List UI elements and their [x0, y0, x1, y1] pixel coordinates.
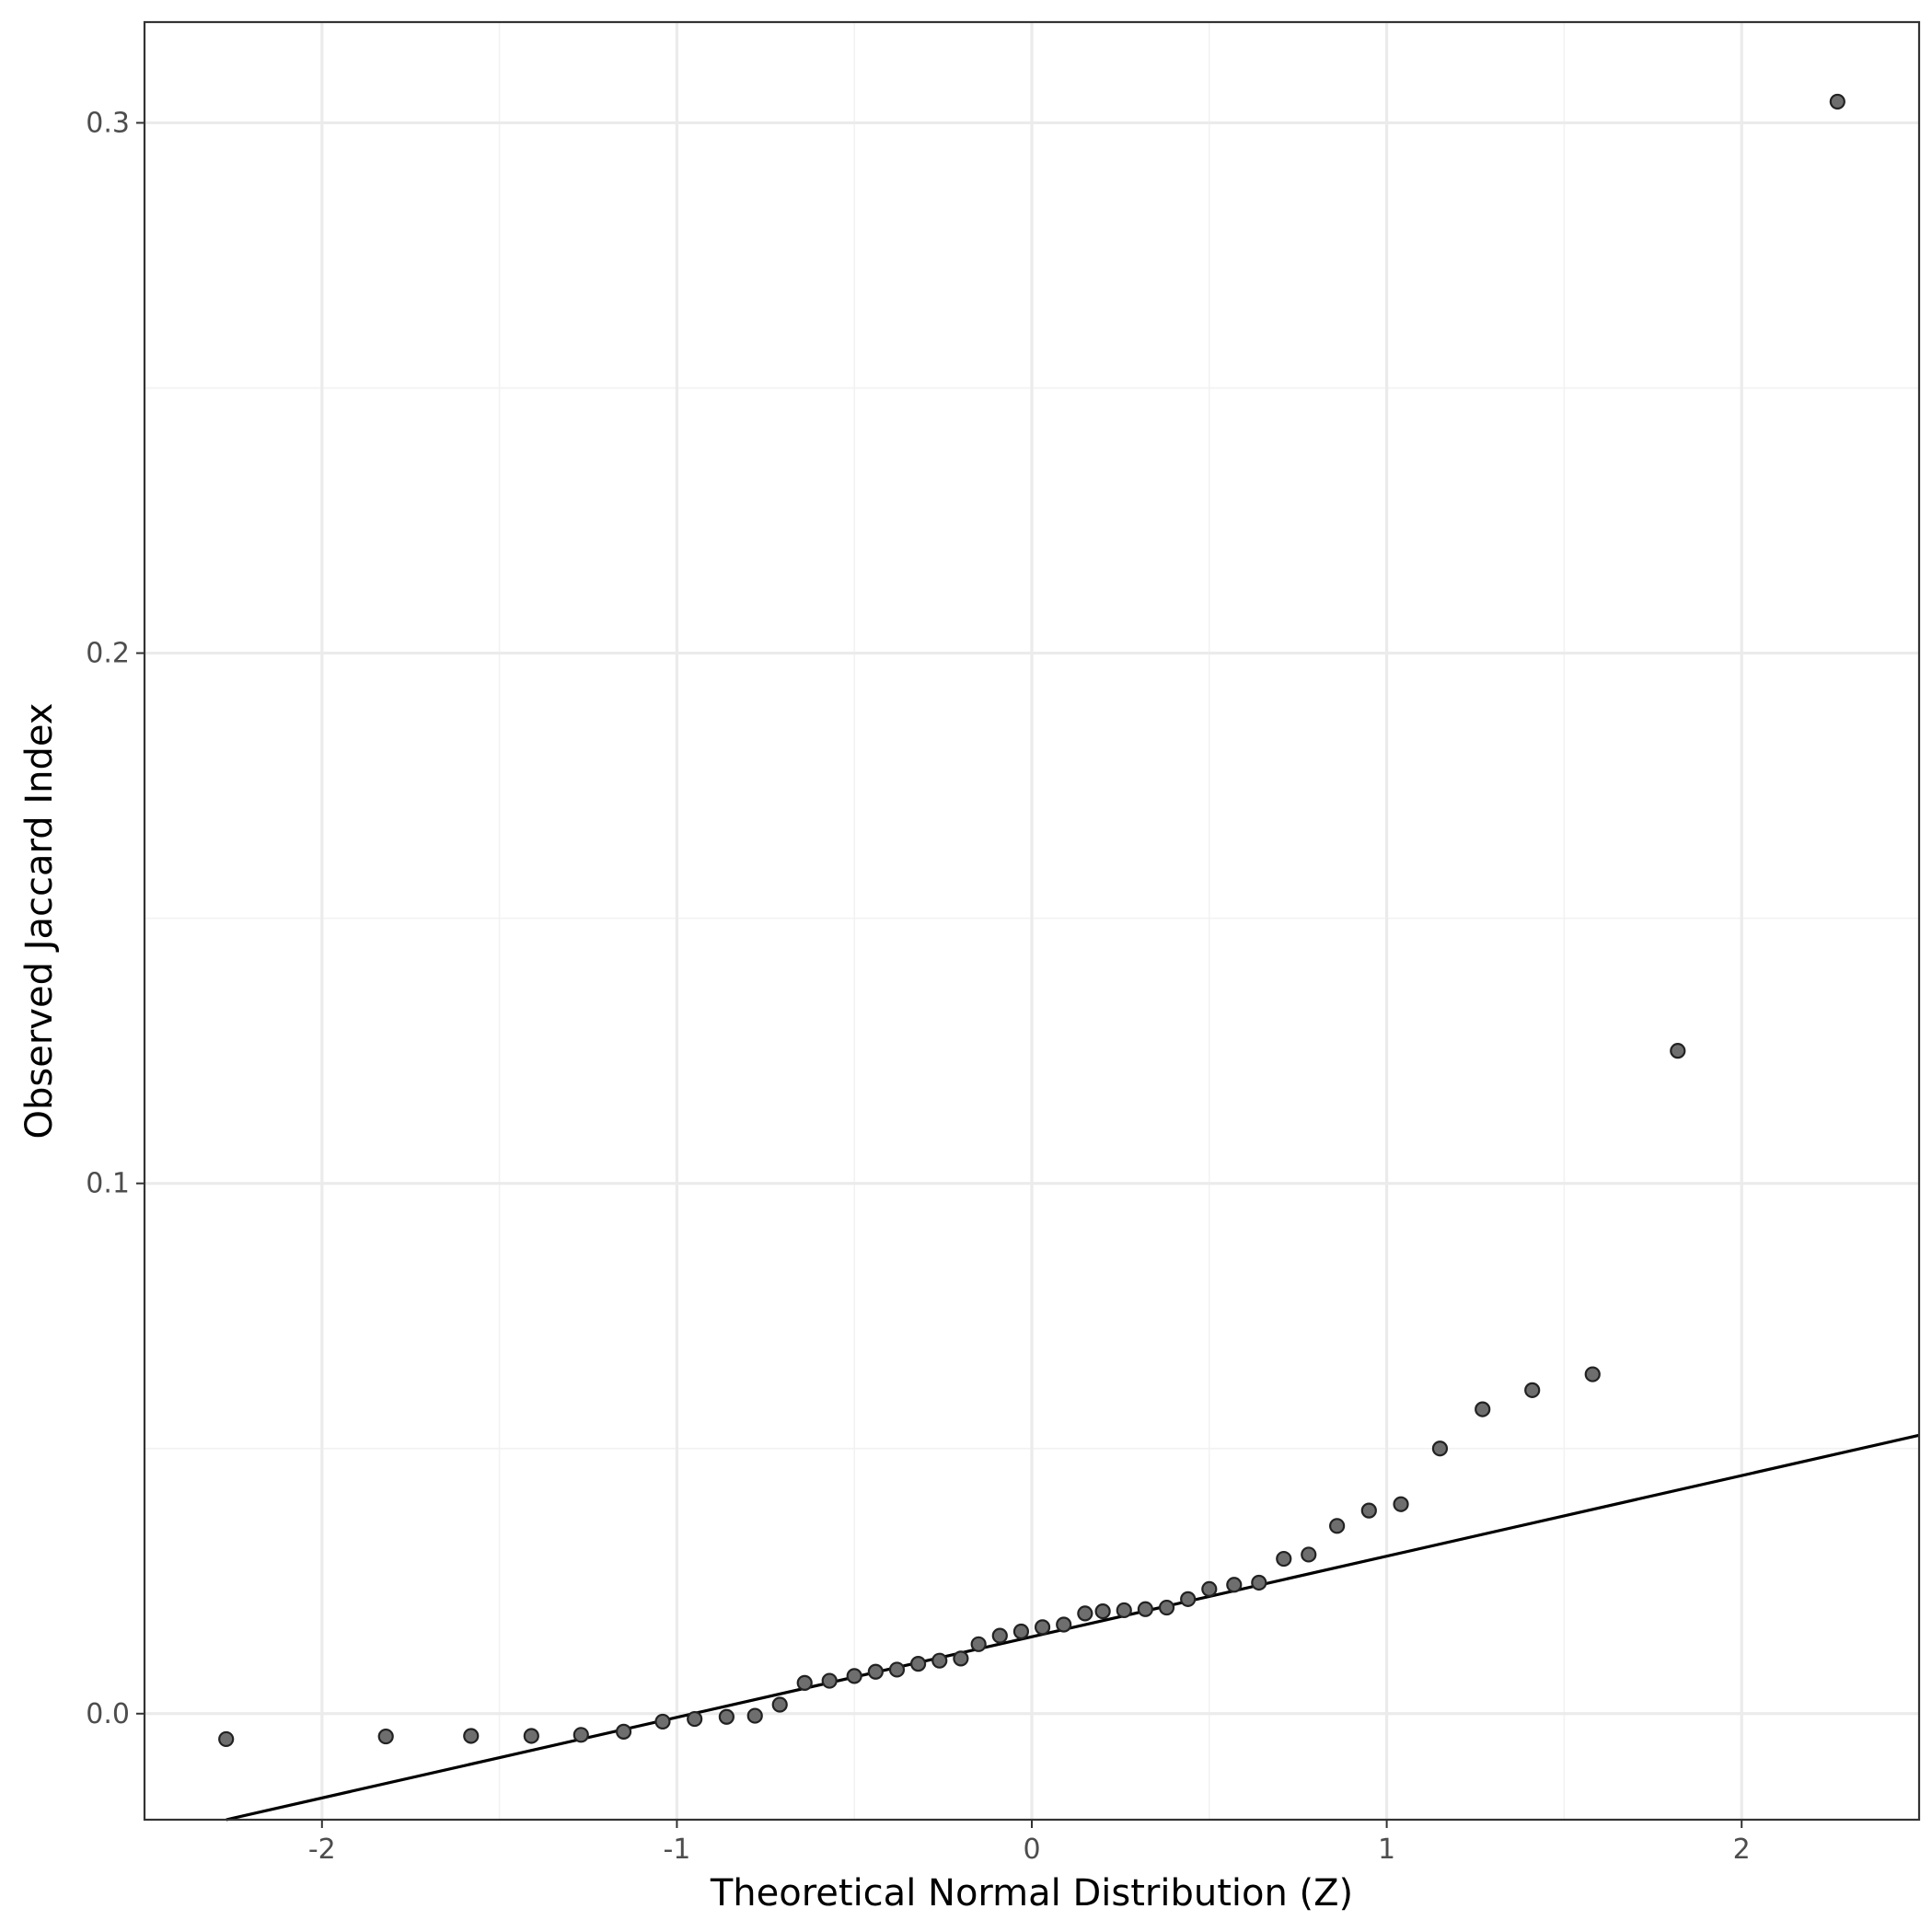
data-point [654, 1713, 671, 1730]
x-tick-label: 2 [1733, 1834, 1751, 1866]
data-point [1301, 1546, 1317, 1563]
data-point [1829, 93, 1845, 110]
x-axis-ticks: -2 -1 0 1 2 [308, 1820, 1751, 1866]
data-point [821, 1672, 838, 1689]
reference-line [226, 1433, 1920, 1822]
data-point [1116, 1602, 1132, 1619]
data-point [377, 1728, 394, 1745]
data-point [771, 1696, 788, 1713]
x-tick-label: 1 [1378, 1834, 1395, 1866]
data-point [1201, 1580, 1218, 1597]
major-gridlines [145, 22, 1919, 1820]
y-tick-label: 0.2 [86, 638, 130, 670]
data-point [888, 1661, 906, 1678]
y-tick-label: 0.1 [86, 1168, 130, 1200]
data-point [796, 1674, 813, 1691]
data-point [991, 1627, 1008, 1644]
data-point [846, 1668, 862, 1684]
data-point [1180, 1591, 1197, 1607]
data-point [1012, 1623, 1030, 1640]
data-point [931, 1652, 948, 1669]
data-point [718, 1708, 735, 1725]
data-point [1034, 1619, 1051, 1636]
x-tick-label: -1 [663, 1834, 690, 1866]
data-point [1077, 1605, 1093, 1622]
data-point [1475, 1401, 1491, 1417]
data-point [1584, 1366, 1601, 1382]
data-point [1524, 1382, 1541, 1398]
reference-line-group [226, 1433, 1920, 1822]
data-point [1431, 1440, 1449, 1457]
data-point [523, 1728, 539, 1744]
data-point [1393, 1496, 1409, 1512]
y-axis-ticks: 0.0 0.1 0.2 0.3 [86, 107, 145, 1730]
data-point [463, 1728, 480, 1744]
data-point [953, 1650, 969, 1667]
data-point [218, 1730, 235, 1748]
y-axis-title: Observed Jaccard Index [18, 703, 61, 1140]
data-points [218, 93, 1845, 1748]
data-point [910, 1656, 927, 1672]
data-point [1094, 1602, 1111, 1620]
data-point [1251, 1574, 1267, 1591]
data-point [1360, 1502, 1377, 1519]
data-point [1158, 1599, 1175, 1616]
data-point [1276, 1550, 1292, 1568]
data-point [573, 1727, 589, 1743]
data-point [1226, 1577, 1243, 1593]
y-tick-label: 0.0 [86, 1698, 130, 1730]
data-point [615, 1723, 632, 1740]
data-point [1056, 1616, 1072, 1633]
data-point [1670, 1043, 1686, 1059]
x-axis-title: Theoretical Normal Distribution (Z) [710, 1872, 1353, 1915]
x-tick-label: -2 [308, 1834, 336, 1866]
data-point [746, 1707, 763, 1724]
data-point [970, 1636, 987, 1652]
data-point [1137, 1601, 1153, 1617]
data-point [687, 1710, 703, 1728]
data-point [1329, 1518, 1346, 1534]
data-point [867, 1663, 884, 1680]
x-tick-label: 0 [1023, 1834, 1040, 1866]
y-tick-label: 0.3 [86, 107, 130, 139]
